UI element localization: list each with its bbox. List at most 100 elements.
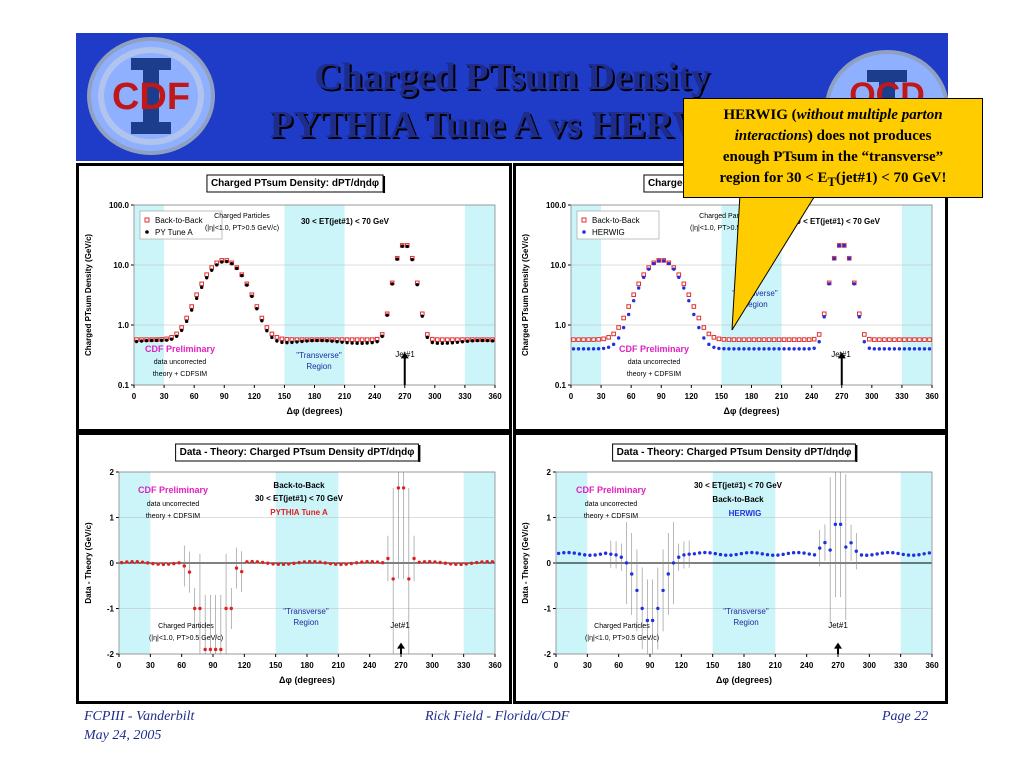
data-point-0-52 <box>391 577 395 581</box>
data-point-1-39 <box>767 347 771 351</box>
annotation-back-to-back: Back-to-Back <box>273 481 325 490</box>
data-point-0-37 <box>313 560 317 564</box>
data-point-1-31 <box>727 347 731 351</box>
data-point-0-48 <box>370 559 374 564</box>
annotation-eta-cut: (|η|<1.0, PT>0.5 GeV/c) <box>205 225 279 232</box>
data-point-0-27 <box>260 560 265 565</box>
panel-bottom-left: -2 -1 0 1 2 0 30 60 90 120 150 180 210 240 270 300 330 36… <box>76 432 512 704</box>
data-point-0-6 <box>588 553 592 557</box>
data-point-0-49 <box>816 332 822 337</box>
data-point-1-52 <box>395 257 399 261</box>
x-tick-label-4: 120 <box>248 392 262 401</box>
data-point-1-11 <box>189 308 194 312</box>
annotation-et-range: 30 < ET(jet#1) < 70 GeV <box>301 217 390 226</box>
data-point-0-22 <box>671 561 676 565</box>
x-tick-label-12: 360 <box>488 392 502 401</box>
x-tick-label-4: 120 <box>238 661 252 670</box>
y-tick-label-1: 1.0 <box>118 321 130 330</box>
data-point-0-18 <box>213 647 218 652</box>
data-point-1-15 <box>647 267 651 271</box>
data-point-0-22 <box>681 281 687 287</box>
data-point-0-31 <box>726 337 732 342</box>
annotation-back-to-back: Back-to-Back <box>712 495 764 504</box>
data-point-0-45 <box>796 337 802 342</box>
x-tick-label-12: 360 <box>925 392 939 401</box>
data-point-1-27 <box>707 342 711 347</box>
data-point-0-63 <box>887 337 892 342</box>
callout-line-2: interactions) does not produces <box>734 128 932 144</box>
data-point-0-60 <box>433 560 437 564</box>
data-point-1-8 <box>611 342 616 347</box>
data-point-0-0 <box>556 551 561 556</box>
data-point-0-64 <box>454 562 458 567</box>
annotation-et-range: 30 < ET(jet#1) < 70 GeV <box>792 217 881 226</box>
data-point-1-10 <box>184 319 189 324</box>
data-point-0-69 <box>917 337 922 342</box>
legend-marker-1 <box>582 230 586 234</box>
footer-page: Page 22 <box>882 709 929 724</box>
data-point-0-51 <box>823 540 827 545</box>
data-point-1-6 <box>164 338 169 342</box>
data-point-0-25 <box>687 552 691 556</box>
data-point-0-5 <box>583 553 587 557</box>
herwig-callout: HERWIG (without multiple parton interact… <box>683 98 983 198</box>
data-point-0-71 <box>927 551 932 555</box>
data-point-0-54 <box>401 486 406 490</box>
data-point-0-61 <box>875 552 879 556</box>
data-point-0-8 <box>611 331 616 337</box>
data-point-0-33 <box>736 337 742 342</box>
x-tick-label-1: 30 <box>583 661 592 670</box>
cdf-logo-text: CDF <box>112 76 190 118</box>
x-tick-label-10: 300 <box>428 392 442 401</box>
x-tick-label-3: 90 <box>209 661 218 670</box>
data-point-0-59 <box>865 553 869 557</box>
data-point-0-54 <box>838 522 843 527</box>
legend-label-0: Back-to-Back <box>155 216 204 225</box>
x-tick-label-4: 120 <box>685 392 699 401</box>
data-point-1-68 <box>475 338 480 343</box>
data-point-1-57 <box>420 314 424 318</box>
data-point-1-48 <box>812 346 816 350</box>
x-axis-label: Δφ (degrees) <box>716 675 772 685</box>
data-point-0-31 <box>281 562 286 567</box>
data-point-0-38 <box>755 551 759 555</box>
x-tick-label-0: 0 <box>132 392 137 401</box>
x-tick-label-3: 90 <box>646 661 655 670</box>
data-point-0-45 <box>359 337 365 342</box>
x-tick-label-10: 300 <box>426 661 440 670</box>
x-tick-label-6: 180 <box>308 392 322 401</box>
data-point-1-28 <box>712 345 716 349</box>
annotation-theory: theory + CDFSIM <box>584 513 638 520</box>
cdf-logo: CDF <box>87 37 215 155</box>
data-point-1-38 <box>762 347 766 351</box>
data-point-0-47 <box>365 560 369 564</box>
data-point-1-5 <box>596 347 601 351</box>
data-point-0-70 <box>922 337 927 342</box>
legend-label-0: Back-to-Back <box>592 216 641 225</box>
data-point-0-36 <box>751 337 757 342</box>
data-point-1-9 <box>179 328 184 333</box>
data-point-1-63 <box>887 347 892 351</box>
data-point-0-12 <box>182 564 186 568</box>
callout-pointer <box>731 193 817 331</box>
y-tick-label-2: 10.0 <box>113 261 129 270</box>
data-point-0-48 <box>807 552 811 556</box>
data-point-1-59 <box>867 346 872 350</box>
data-point-0-64 <box>891 551 895 555</box>
data-point-1-53 <box>837 243 841 248</box>
data-point-1-59 <box>430 340 435 345</box>
data-point-1-17 <box>657 259 661 263</box>
data-point-0-30 <box>713 551 717 556</box>
y-tick-label-2: 0 <box>547 559 552 568</box>
data-point-1-23 <box>250 294 254 299</box>
data-point-1-43 <box>787 347 791 351</box>
data-point-0-48 <box>811 336 817 342</box>
data-point-0-38 <box>761 337 767 342</box>
data-point-1-45 <box>797 347 801 351</box>
data-point-1-27 <box>270 335 274 340</box>
x-tick-label-0: 0 <box>569 392 574 401</box>
data-point-0-32 <box>724 553 728 557</box>
data-point-1-12 <box>194 296 199 301</box>
annotation-cdf-preliminary: CDF Preliminary <box>138 485 208 495</box>
y-tick-label-1: 1.0 <box>555 321 567 330</box>
